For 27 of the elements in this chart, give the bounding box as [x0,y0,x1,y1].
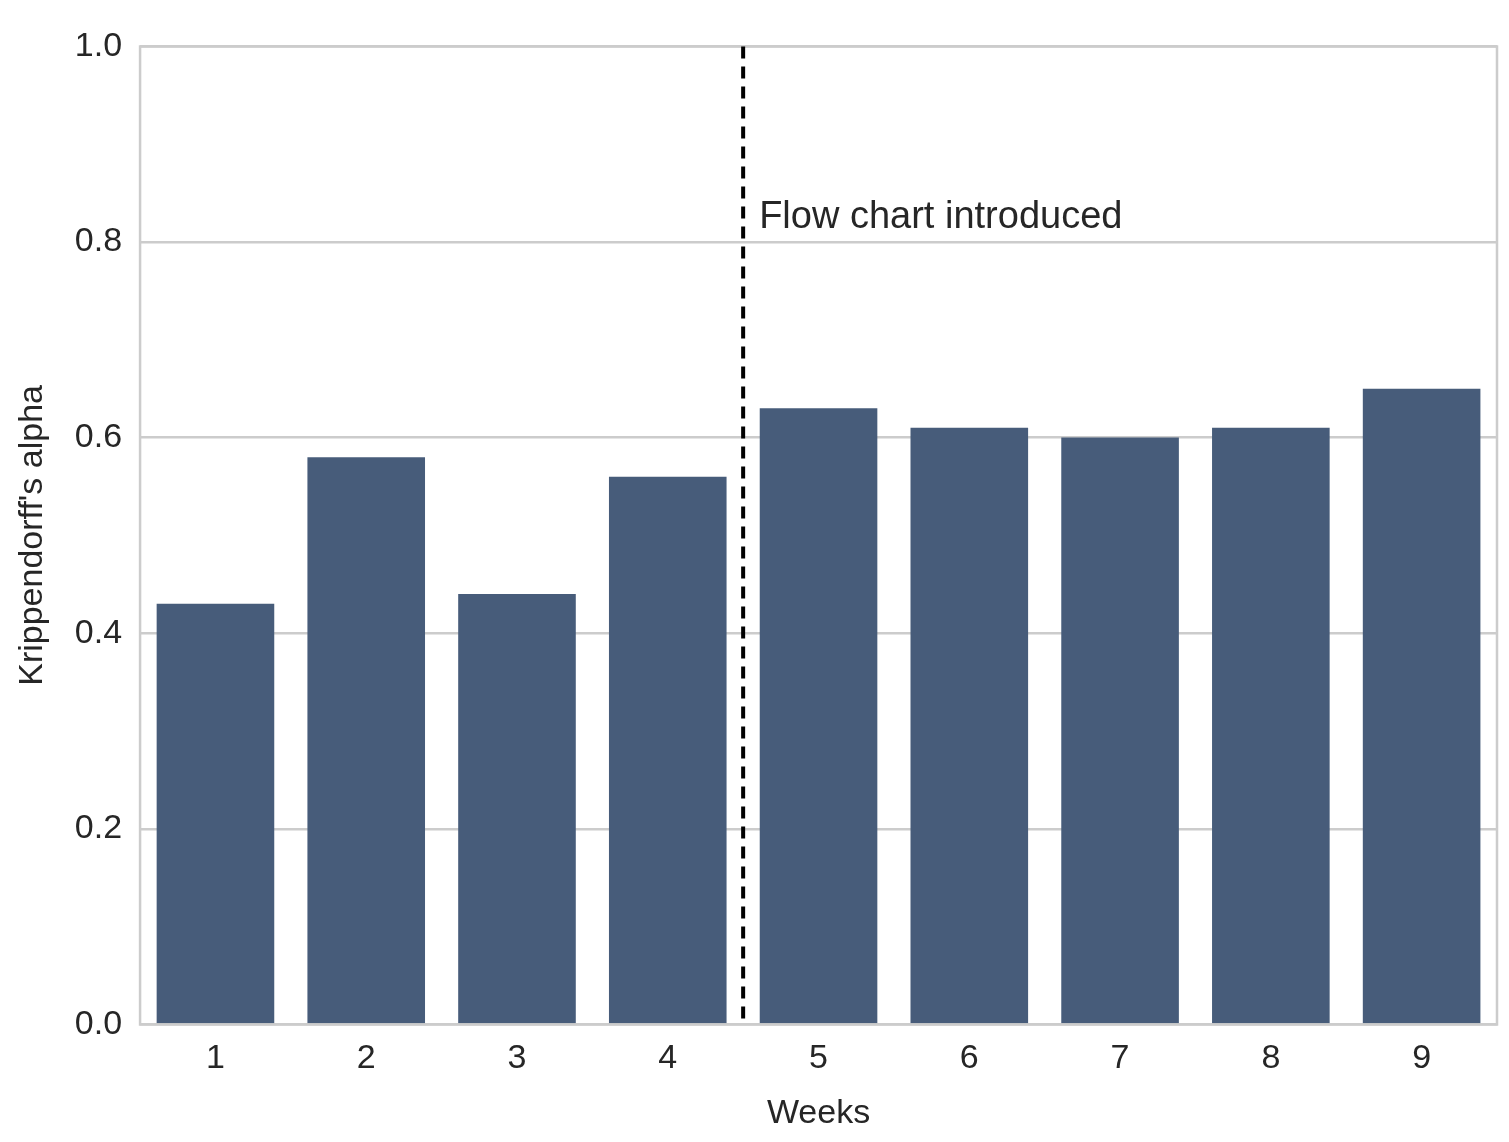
x-tick-label: 4 [658,1037,678,1076]
bar [1212,427,1330,1024]
x-tick-label: 6 [959,1037,979,1076]
x-tick-label: 1 [205,1037,225,1076]
x-tick-label: 7 [1110,1037,1130,1076]
bar [307,457,426,1024]
x-tick-label: 3 [507,1037,527,1076]
y-tick-label: 0.6 [74,415,123,454]
y-axis-title: Krippendorff's alpha [10,384,49,686]
x-axis-title: Weeks [766,1091,871,1130]
x-tick-label: 2 [356,1037,376,1076]
ref-line-label: Flow chart introduced [759,194,1123,237]
bar [759,408,878,1024]
y-tick-label: 1.0 [74,24,123,63]
x-tick-label: 8 [1261,1037,1281,1076]
bar [458,594,576,1024]
x-tick-label: 5 [809,1037,828,1076]
bar [910,427,1029,1024]
x-tick-label: 9 [1412,1037,1432,1076]
y-tick-label: 0.4 [74,611,123,650]
bar [1061,437,1179,1024]
y-tick-label: 0.8 [74,220,123,259]
bar [608,476,727,1024]
y-tick-label: 0.0 [74,1002,123,1041]
y-tick-label: 0.2 [74,807,123,846]
bar [156,603,275,1024]
bar [1362,388,1481,1024]
